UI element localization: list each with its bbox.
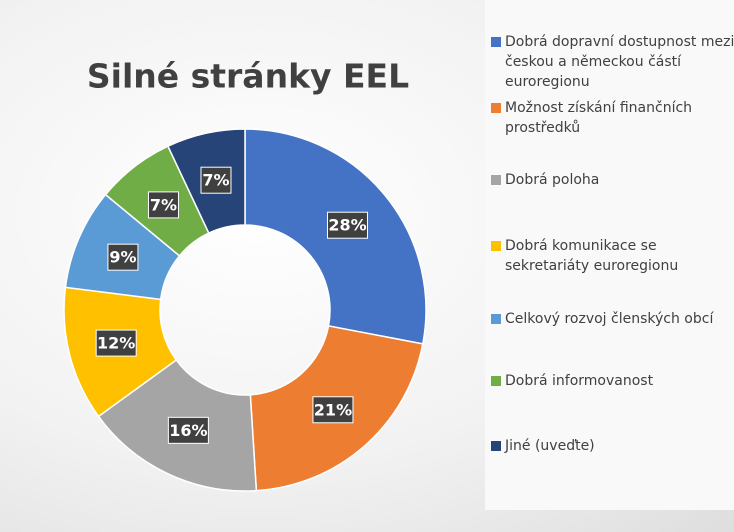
legend-item: Možnost získání finančních prostředků (491, 98, 734, 138)
legend-swatch (491, 103, 501, 113)
legend: Dobrá dopravní dostupnost mezi českou a … (485, 0, 734, 510)
legend-item: Dobrá komunikace se sekretariáty euroreg… (491, 236, 734, 276)
data-label: 7% (150, 195, 177, 214)
legend-label: Dobrá komunikace se sekretariáty euroreg… (505, 238, 679, 274)
legend-swatch (491, 314, 501, 324)
data-label: 7% (202, 171, 229, 190)
data-label: 28% (328, 216, 366, 235)
legend-item: Dobrá informovanost (491, 371, 734, 391)
data-label-box (167, 416, 209, 444)
legend-swatch (491, 241, 501, 251)
legend-label: Dobrá informovanost (505, 373, 654, 389)
data-label: 21% (314, 400, 352, 419)
data-label-box (95, 329, 137, 357)
data-label-box (326, 211, 368, 239)
legend-swatch (491, 37, 501, 47)
data-label-box (147, 191, 179, 219)
data-label-box (312, 396, 354, 424)
legend-item: Dobrá poloha (491, 170, 734, 190)
legend-item: Celkový rozvoj členských obcí (491, 309, 734, 329)
chart-title: Silné stránky EEL (87, 57, 409, 96)
legend-item: Jiné (uveďte) (491, 436, 734, 456)
legend-label: Možnost získání finančních prostředků (505, 100, 693, 136)
legend-swatch (491, 376, 501, 386)
data-label: 16% (169, 421, 207, 440)
legend-swatch (491, 175, 501, 185)
data-label-box (107, 243, 139, 271)
data-label-box (200, 166, 232, 194)
legend-label: Celkový rozvoj členských obcí (505, 311, 714, 327)
data-label: 9% (109, 248, 136, 267)
legend-label: Jiné (uveďte) (505, 438, 595, 454)
legend-swatch (491, 441, 501, 451)
legend-label: Dobrá dopravní dostupnost mezi českou a … (505, 34, 734, 90)
data-label: 12% (97, 334, 135, 353)
legend-item: Dobrá dopravní dostupnost mezi českou a … (491, 32, 734, 92)
legend-label: Dobrá poloha (505, 172, 600, 188)
